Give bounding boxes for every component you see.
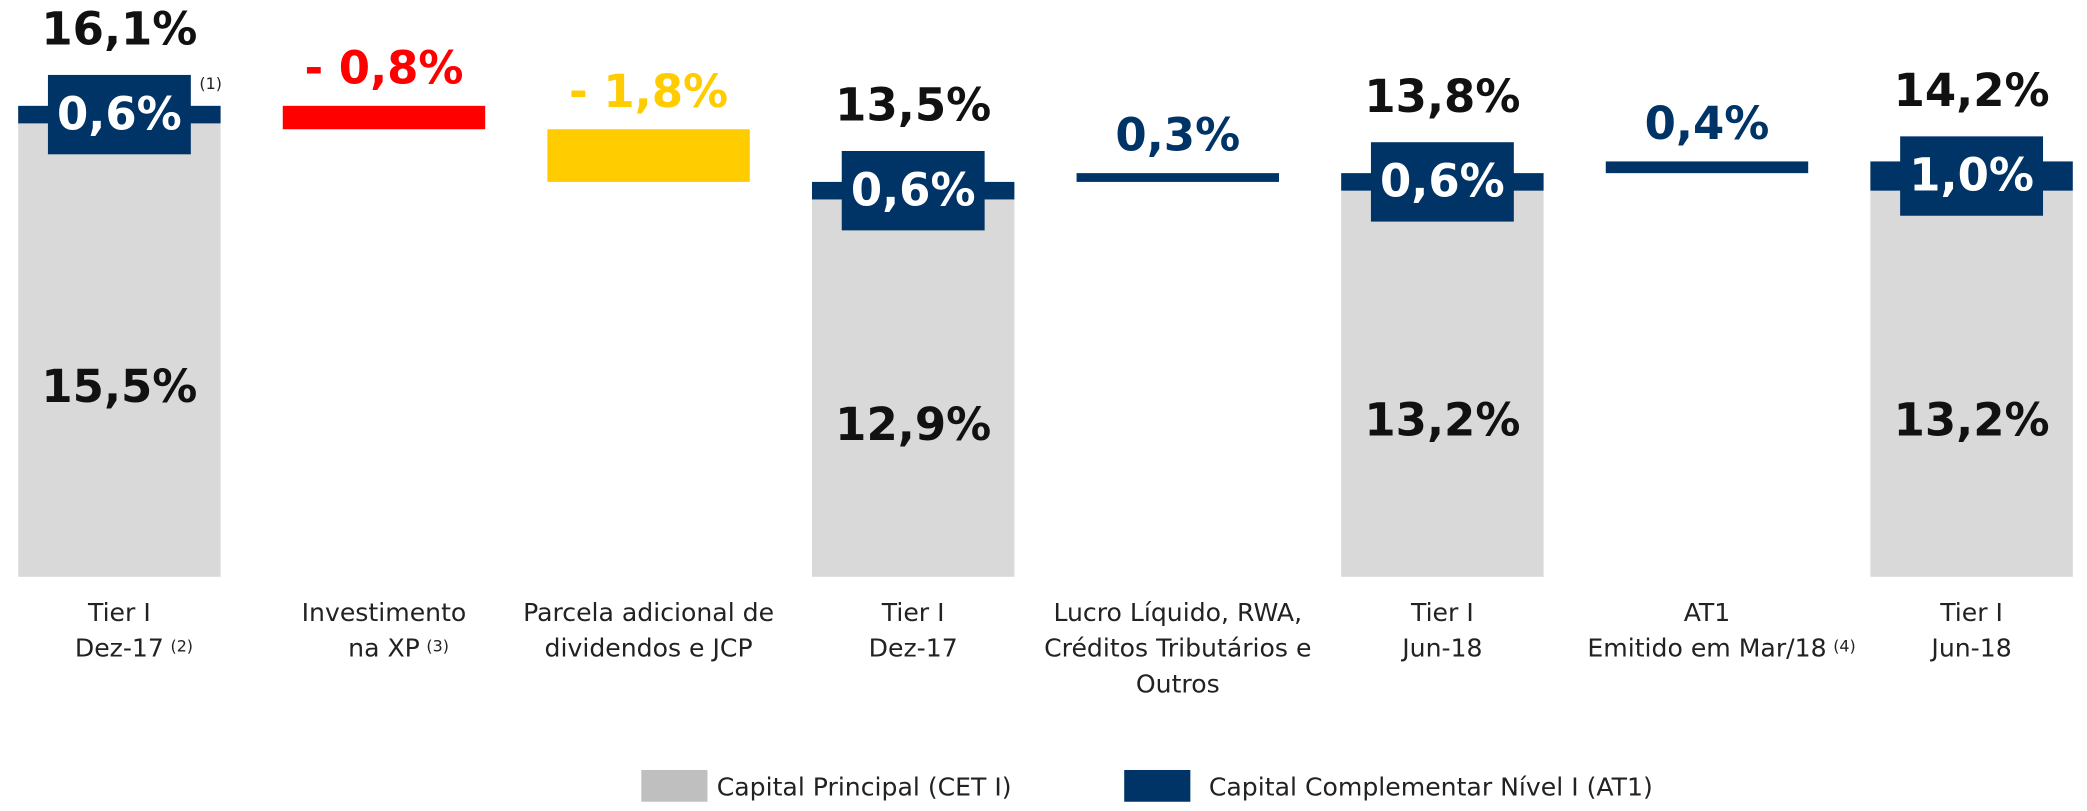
cet-label: 12,9% xyxy=(835,398,991,451)
footnote: (2) xyxy=(171,636,193,655)
x-tick-label: Créditos Tributários e xyxy=(1044,634,1311,663)
x-tick-label: Parcela adicional de xyxy=(523,598,774,627)
change-bar xyxy=(547,129,750,182)
x-tick-label: Lucro Líquido, RWA, xyxy=(1053,598,1302,627)
footnote: (4) xyxy=(1833,636,1855,655)
total-label: 16,1% xyxy=(41,3,197,56)
x-tick-label: Emitido em Mar/18 xyxy=(1587,634,1826,663)
at1-label-box xyxy=(841,150,985,231)
cet-label: 13,2% xyxy=(1894,393,2050,446)
x-tick-label: na XP xyxy=(348,634,420,663)
change-bar xyxy=(282,105,486,130)
change-label: 0,4% xyxy=(1645,97,1770,150)
annotation: (1) xyxy=(199,74,221,93)
at1-label: 0,6% xyxy=(1380,155,1505,208)
x-tick-label: dividendos e JCP xyxy=(545,634,753,663)
change-label: 0,3% xyxy=(1115,109,1240,162)
total-label: 13,8% xyxy=(1364,70,1520,123)
x-tick-label: Investimento xyxy=(302,598,467,627)
legend-label: Capital Complementar Nível I (AT1) xyxy=(1209,773,1653,802)
cet-label: 13,2% xyxy=(1364,393,1520,446)
change-bar xyxy=(1605,161,1809,174)
x-tick-label: Dez-17 xyxy=(869,634,958,663)
cet-bar xyxy=(1341,190,1544,577)
change-label: - 1,8% xyxy=(569,65,728,118)
legend-label: Capital Principal (CET I) xyxy=(717,773,1012,802)
total-label: 13,5% xyxy=(835,79,991,132)
at1-label-box xyxy=(47,74,191,155)
change-bar xyxy=(1076,173,1279,182)
x-tick-label: Outros xyxy=(1136,669,1220,698)
at1-label-box xyxy=(1900,136,2044,216)
total-label: 14,2% xyxy=(1894,64,2050,117)
cet-label: 15,5% xyxy=(41,360,197,413)
at1-label-box xyxy=(1370,142,1514,222)
legend-swatch xyxy=(641,769,708,802)
cet-bar xyxy=(18,123,221,577)
at1-label: 0,6% xyxy=(57,87,182,140)
change-label: - 0,8% xyxy=(304,41,463,94)
x-tick-label: Tier I xyxy=(1410,598,1474,627)
x-tick-label: Dez-17 xyxy=(75,634,164,663)
x-tick-label: Jun-18 xyxy=(1400,634,1482,663)
footnote: (3) xyxy=(426,636,448,655)
x-tick-label: Tier I xyxy=(1939,598,2003,627)
x-tick-label: AT1 xyxy=(1684,598,1731,627)
x-tick-label: Tier I xyxy=(881,598,945,627)
at1-label: 0,6% xyxy=(851,163,976,216)
x-tick-label: Jun-18 xyxy=(1929,634,2011,663)
legend-swatch xyxy=(1124,769,1191,802)
at1-label: 1,0% xyxy=(1909,149,2034,202)
x-tick-label: Tier I xyxy=(87,598,151,627)
cet-bar xyxy=(811,199,1015,577)
cet-bar xyxy=(1870,190,2073,577)
